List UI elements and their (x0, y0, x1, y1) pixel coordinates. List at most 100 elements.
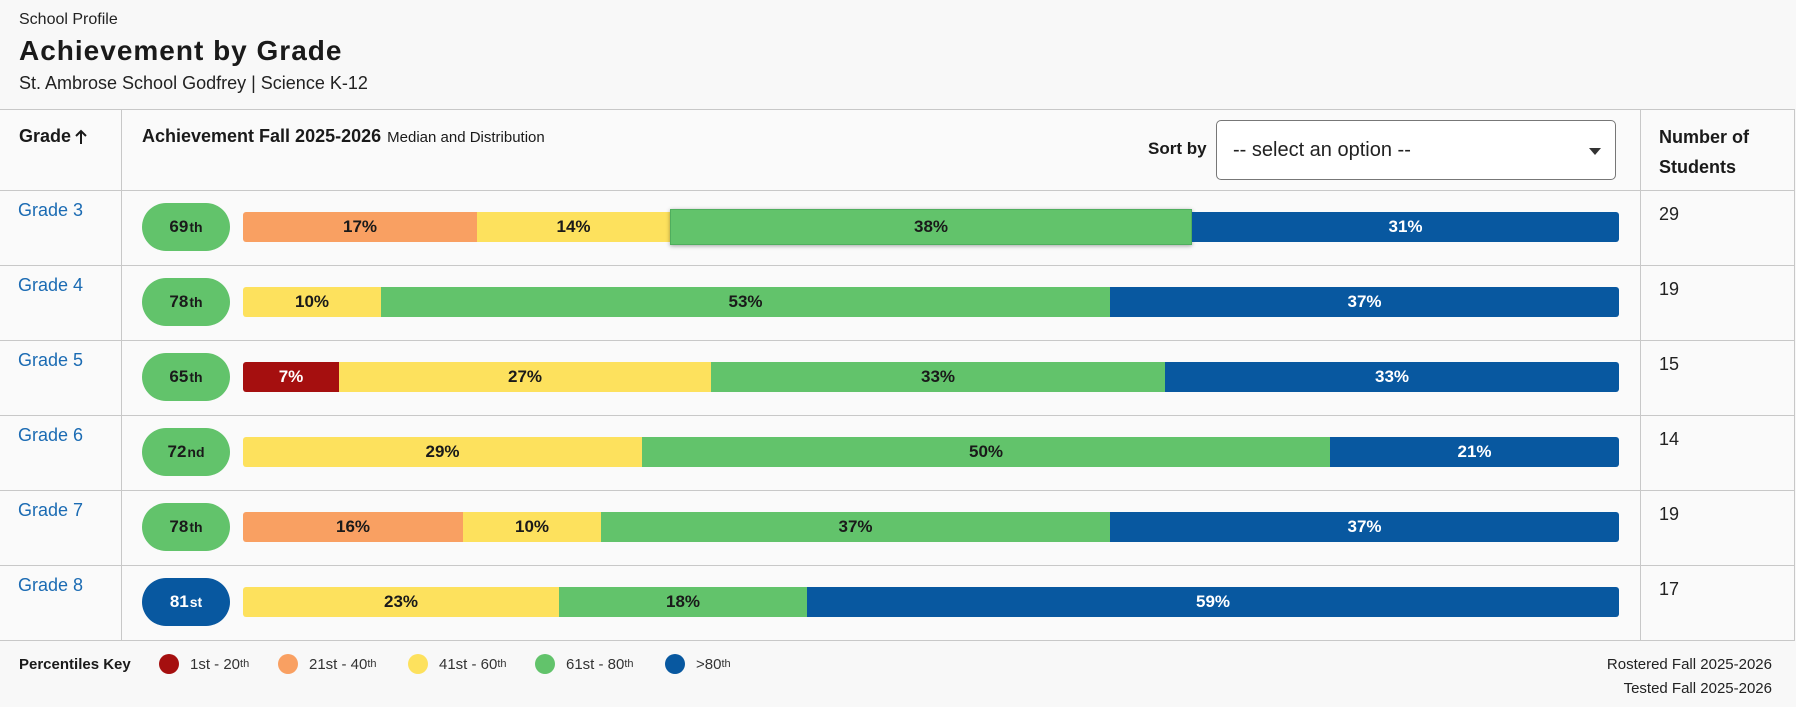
grade-link[interactable]: Grade 4 (18, 275, 84, 295)
achievement-column-header: Achievement Fall 2025-2026 Median and Dis… (142, 126, 545, 147)
distribution-bar: 29% 50% 21% (243, 437, 1619, 467)
legend-label-suffix: th (721, 658, 731, 670)
distribution-bar: 23% 18% 59% (243, 587, 1619, 617)
distribution-segment[interactable]: 50% (642, 437, 1330, 467)
tested-note: Tested Fall 2025-2026 (1623, 680, 1772, 697)
legend-label-suffix: th (624, 658, 634, 670)
distribution-bar: 10% 53% 37% (243, 287, 1619, 317)
distribution-segment[interactable]: 33% (711, 362, 1165, 392)
distribution-segment[interactable]: 37% (1110, 512, 1619, 542)
page-eyebrow: School Profile (19, 11, 118, 28)
legend-dot-icon (665, 654, 685, 674)
page-header: School Profile Achievement by Grade St. … (0, 0, 1796, 109)
distribution-segment[interactable]: 38% (670, 209, 1192, 245)
distribution-segment[interactable]: 53% (381, 287, 1110, 317)
legend-label-suffix: th (497, 658, 507, 670)
median-value: 69 (169, 217, 189, 236)
distribution-segment[interactable]: 31% (1192, 212, 1619, 242)
legend-label: 61st - 80 (566, 655, 625, 673)
legend-title: Percentiles Key (19, 656, 131, 673)
distribution-bar: 17% 14% 38% 31% (243, 209, 1619, 245)
median-suffix: th (189, 519, 203, 535)
sort-by-label: Sort by (1148, 139, 1207, 158)
median-suffix: th (189, 369, 203, 385)
legend-dot-icon (159, 654, 179, 674)
distribution-segment[interactable]: 37% (1110, 287, 1619, 317)
distribution-segment[interactable]: 18% (559, 587, 807, 617)
sort-by-value: -- select an option -- (1233, 138, 1411, 161)
distribution-segment[interactable]: 10% (243, 287, 381, 317)
distribution-segment[interactable]: 29% (243, 437, 642, 467)
distribution-segment[interactable]: 59% (807, 587, 1619, 617)
distribution-segment[interactable]: 10% (463, 512, 601, 542)
grade-link[interactable]: Grade 7 (18, 500, 84, 520)
distribution-segment[interactable]: 27% (339, 362, 711, 392)
legend-label: 1st - 20 (190, 655, 241, 673)
median-value: 78 (169, 292, 189, 311)
legend-dot-icon (535, 654, 555, 674)
student-count: 19 (1659, 279, 1680, 299)
grade-sort-header[interactable]: Grade (19, 126, 88, 147)
students-column-header: Number of Students (1659, 122, 1749, 182)
sort-by-select[interactable]: -- select an option -- (1216, 120, 1616, 180)
median-value: 65 (169, 367, 189, 386)
legend-dot-icon (278, 654, 298, 674)
legend-label: 41st - 60 (439, 655, 498, 673)
distribution-segment[interactable]: 23% (243, 587, 559, 617)
distribution-segment[interactable]: 14% (477, 212, 670, 242)
legend-dot-icon (408, 654, 428, 674)
student-count: 19 (1659, 504, 1680, 524)
arrow-up-icon (75, 129, 87, 144)
distribution-segment[interactable]: 37% (601, 512, 1110, 542)
median-value: 81 (169, 592, 189, 611)
achievement-column-label: Achievement Fall 2025-2026 (142, 126, 382, 146)
distribution-bar: 16% 10% 37% 37% (243, 512, 1619, 542)
page-title: Achievement by Grade (19, 35, 343, 66)
legend-label: >80 (696, 655, 722, 673)
distribution-segment[interactable]: 16% (243, 512, 463, 542)
students-column-label-line2: Students (1659, 157, 1737, 177)
median-suffix: nd (187, 444, 205, 460)
legend-label: 21st - 40 (309, 655, 368, 673)
distribution-segment[interactable]: 7% (243, 362, 339, 392)
legend-label-suffix: th (367, 658, 377, 670)
distribution-segment[interactable]: 33% (1165, 362, 1619, 392)
grade-column-label: Grade (19, 126, 72, 146)
legend-label-suffix: th (240, 658, 250, 670)
column-divider (121, 110, 122, 640)
student-count: 15 (1659, 354, 1680, 374)
student-count: 14 (1659, 429, 1680, 449)
legend-item: >80 th (665, 654, 731, 674)
grade-link[interactable]: Grade 3 (18, 200, 84, 220)
grade-link[interactable]: Grade 6 (18, 425, 84, 445)
grade-link[interactable]: Grade 5 (18, 350, 84, 370)
distribution-segment[interactable]: 21% (1330, 437, 1619, 467)
median-suffix: th (189, 219, 203, 235)
median-suffix: th (189, 294, 203, 310)
chevron-down-icon (1589, 148, 1601, 155)
rostered-note: Rostered Fall 2025-2026 (1606, 656, 1772, 673)
distribution-segment[interactable]: 17% (243, 212, 477, 242)
achievement-column-sublabel: Median and Distribution (387, 129, 545, 146)
grade-link[interactable]: Grade 8 (18, 575, 84, 595)
column-divider (1640, 110, 1641, 640)
student-count: 17 (1659, 579, 1680, 599)
students-column-label-line1: Number of (1659, 127, 1749, 147)
achievement-table: Grade Achievement Fall 2025-2026 Median a… (0, 109, 1795, 641)
median-value: 72 (167, 442, 187, 461)
